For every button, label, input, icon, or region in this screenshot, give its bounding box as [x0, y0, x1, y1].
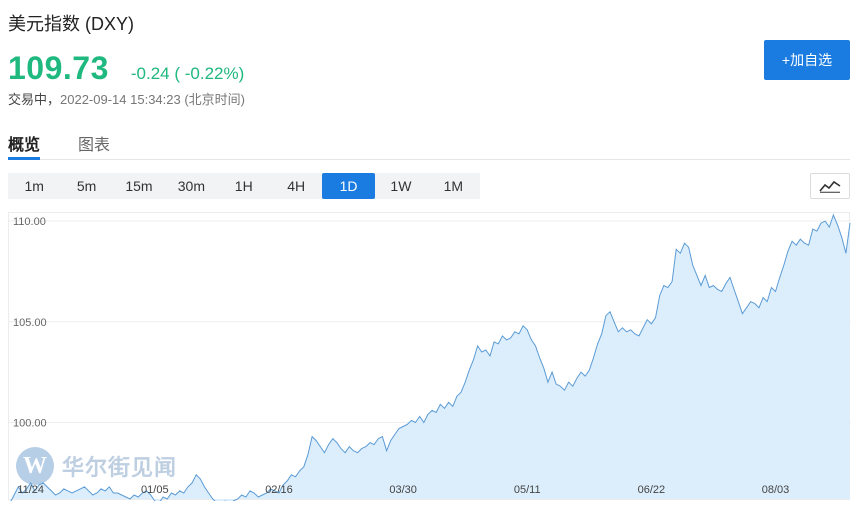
trading-state: 交易中，: [8, 92, 61, 107]
trading-timestamp: 2022-09-14 15:34:23 (北京时间): [60, 92, 245, 107]
price-area: [10, 215, 850, 501]
watermark-logo-icon: W: [16, 447, 54, 485]
trading-status: 交易中，2022-09-14 15:34:23 (北京时间): [8, 89, 245, 108]
period-4h[interactable]: 4H: [287, 178, 306, 194]
x-tick-label: 02/16: [265, 484, 293, 496]
x-tick-label: 01/05: [141, 484, 169, 496]
period-1h[interactable]: 1H: [234, 178, 253, 194]
line-chart-icon: [819, 180, 841, 193]
watermark: W 华尔街见闻: [16, 447, 177, 485]
price-chart-svg: 110.00105.00100.0095.0011/2401/0502/1603…: [9, 213, 851, 501]
y-tick-label: 105.00: [13, 317, 47, 329]
x-tick-label: 08/03: [762, 484, 790, 496]
period-1mo[interactable]: 1M: [443, 178, 464, 194]
current-price: 109.73: [8, 50, 109, 86]
x-tick-label: 05/11: [514, 484, 541, 496]
x-tick-label: 06/22: [638, 484, 666, 496]
period-1d[interactable]: 1D: [322, 173, 375, 199]
tab-chart[interactable]: 图表: [78, 137, 111, 154]
period-30m[interactable]: 30m: [177, 178, 205, 194]
tab-overview[interactable]: 概览: [8, 126, 41, 160]
watermark-text: 华尔街见闻: [62, 455, 178, 481]
x-tick-label: 11/24: [17, 484, 44, 496]
x-tick-label: 03/30: [389, 484, 417, 496]
price-change: -0.24 ( -0.22%): [130, 64, 245, 83]
period-5m[interactable]: 5m: [76, 178, 97, 194]
period-1m[interactable]: 1m: [24, 178, 44, 194]
y-tick-label: 110.00: [13, 216, 46, 228]
period-1w[interactable]: 1W: [390, 178, 412, 194]
chart-type-button[interactable]: [810, 173, 850, 199]
y-tick-label: 100.00: [13, 417, 47, 429]
period-15m[interactable]: 15m: [125, 178, 153, 194]
price-row: 109.73 -0.24 ( -0.22%): [8, 50, 244, 87]
period-selector: 1m 5m 15m 30m 1H 4H 1D 1W 1M: [8, 173, 480, 199]
page-title: 美元指数 (DXY): [8, 14, 134, 34]
view-tabs: 概览 图表: [8, 126, 850, 160]
price-line: [10, 213, 851, 501]
add-to-watchlist-button[interactable]: +加自选: [764, 40, 850, 80]
price-chart: 110.00105.00100.0095.0011/2401/0502/1603…: [8, 212, 851, 501]
